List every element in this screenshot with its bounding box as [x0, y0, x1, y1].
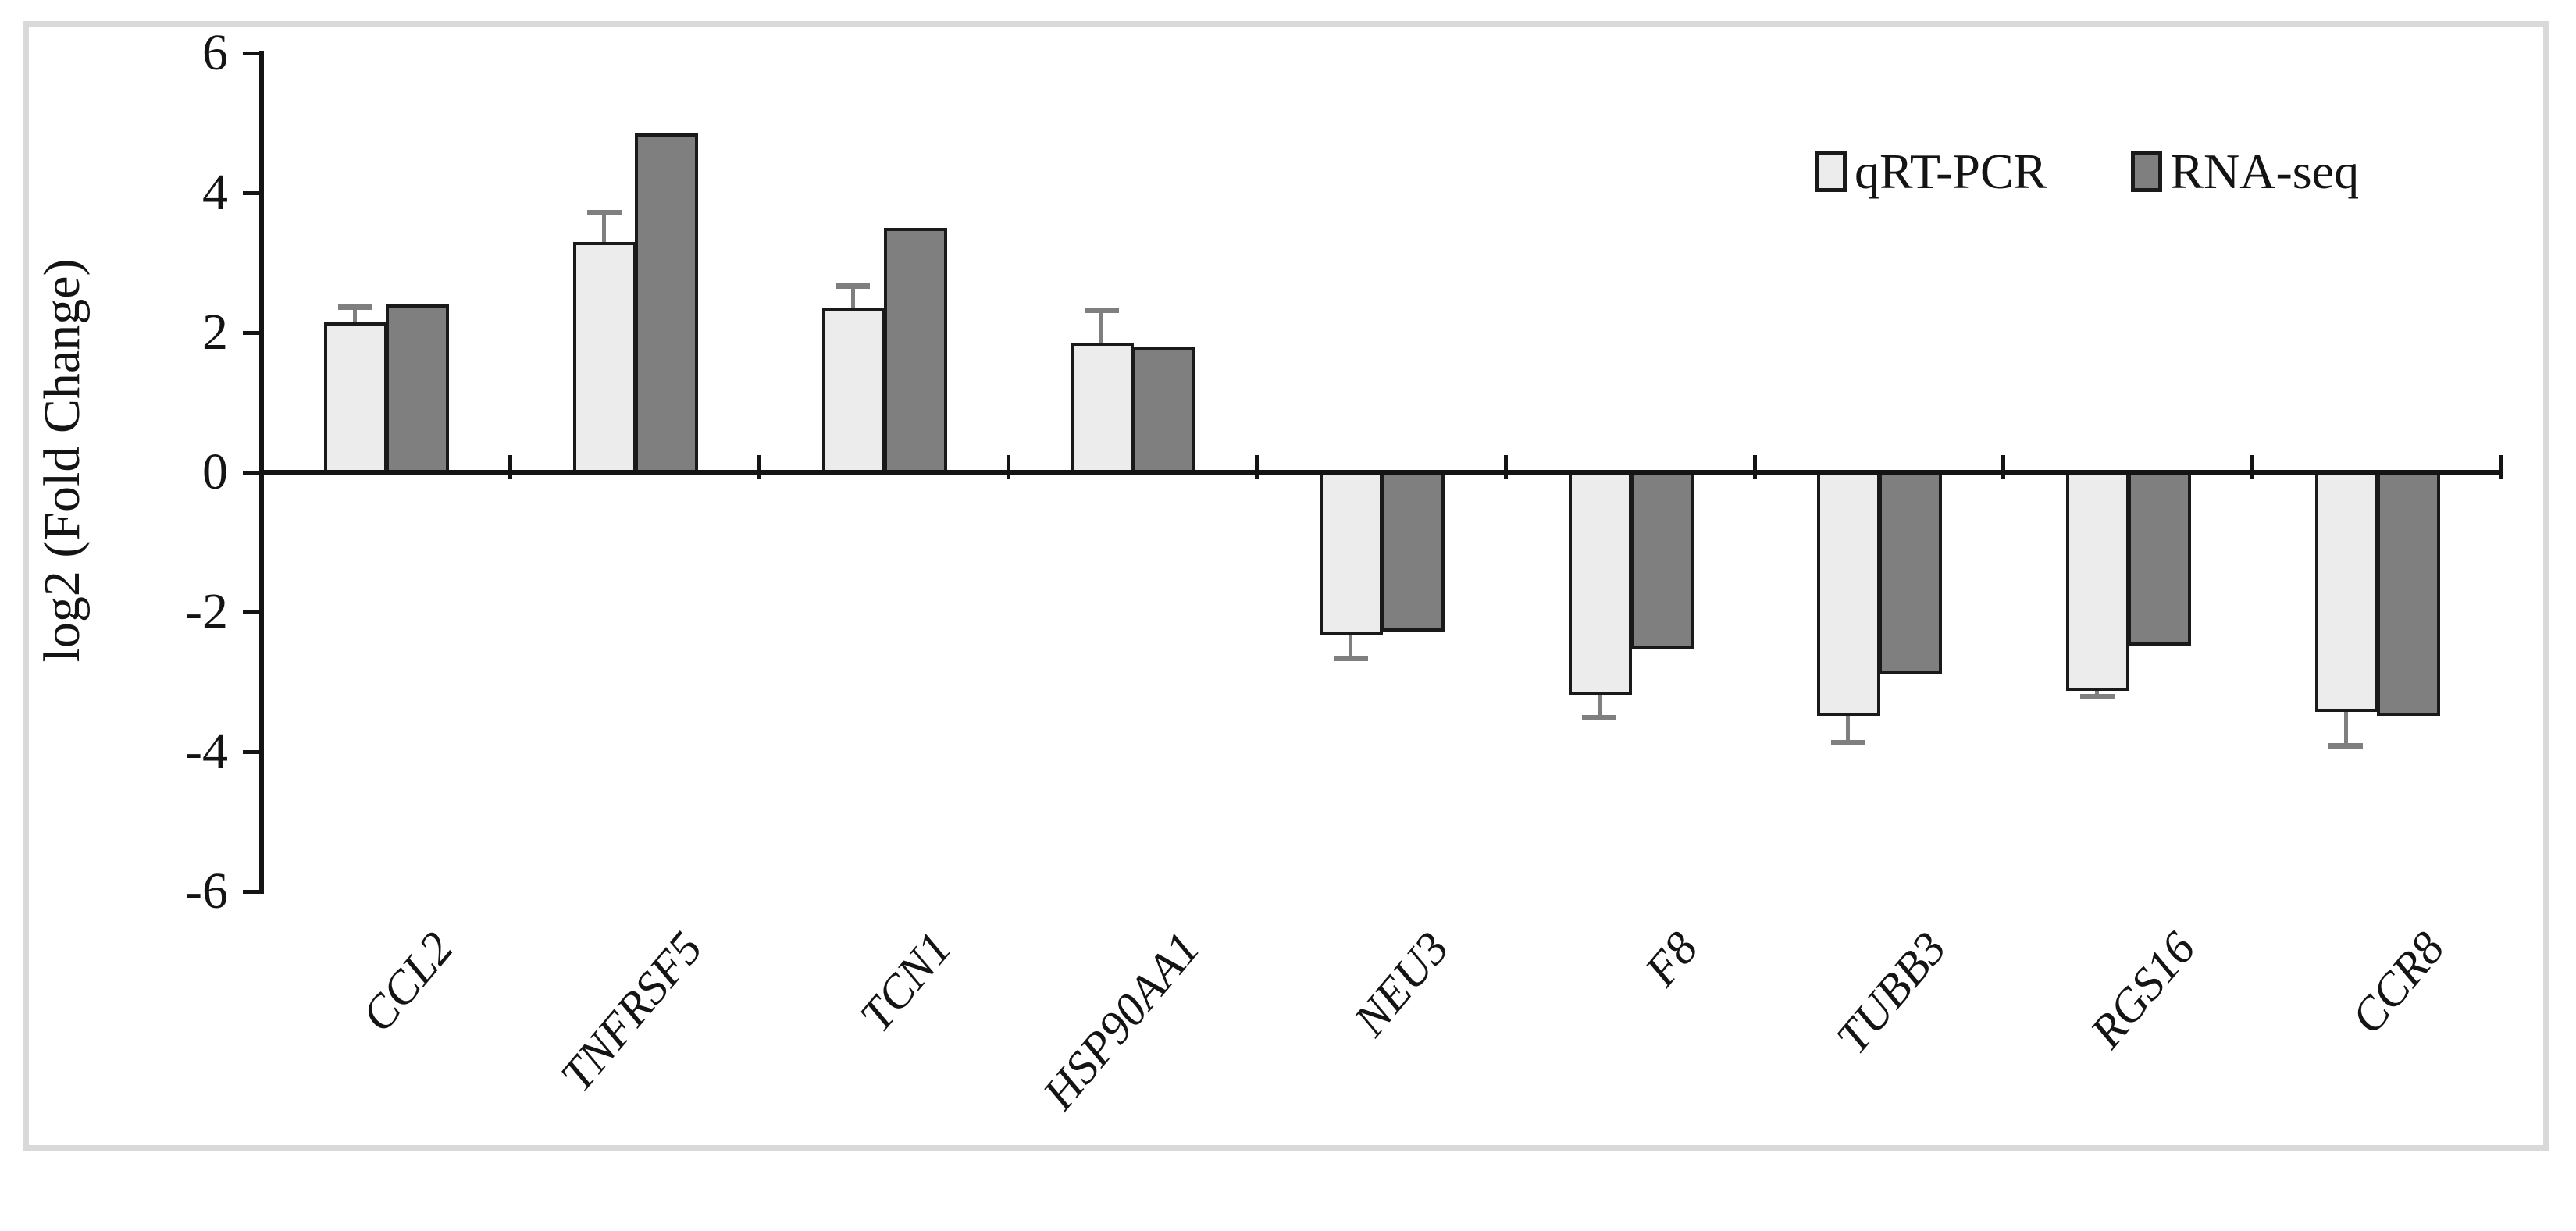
legend-label-qrt-pcr: qRT-PCR — [1855, 144, 2047, 199]
bar-rna-seq — [1630, 472, 1694, 649]
bar-rna-seq — [1132, 346, 1196, 475]
x-tick — [1752, 455, 1757, 479]
error-bar-cap — [586, 209, 622, 215]
category-label-tubb3: TUBB3 — [1826, 922, 1957, 1064]
error-bar-stem — [2095, 688, 2099, 699]
x-tick — [2499, 455, 2503, 479]
legend-item-rna-seq: RNA-seq — [2131, 147, 2359, 197]
bar-qrt-pcr — [821, 308, 885, 475]
legend-swatch-rna-seq — [2131, 151, 2163, 192]
y-tick — [243, 889, 262, 894]
legend-item-qrt-pcr: qRT-PCR — [1815, 147, 2047, 197]
x-tick — [1255, 455, 1259, 479]
category-label-ccr8: CCR8 — [2340, 922, 2454, 1044]
error-bar-cap — [1084, 308, 1119, 314]
legend: qRT-PCR RNA-seq — [1815, 147, 2359, 197]
bar-qrt-pcr — [2066, 472, 2129, 692]
error-bar-stem — [602, 213, 606, 245]
x-tick — [2250, 455, 2254, 479]
x-tick — [1006, 455, 1010, 479]
bar-qrt-pcr — [1817, 472, 1881, 716]
y-tick — [243, 330, 262, 335]
bar-qrt-pcr — [1568, 472, 1632, 695]
bar-rna-seq — [883, 227, 947, 475]
category-label-f8: F8 — [1634, 922, 1708, 996]
category-label-neu3: NEU3 — [1344, 922, 1459, 1046]
error-bar-stem — [2343, 710, 2348, 749]
error-bar-cap — [836, 283, 871, 289]
error-bar-stem — [1597, 692, 1602, 720]
error-bar-stem — [353, 308, 358, 326]
bar-qrt-pcr — [2314, 472, 2378, 713]
bar-qrt-pcr — [1071, 343, 1135, 475]
error-bar-cap — [337, 304, 372, 310]
error-bar-cap — [2328, 743, 2364, 749]
legend-swatch-qrt-pcr — [1815, 151, 1847, 192]
y-tick-label: -6 — [185, 863, 228, 920]
bar-rna-seq — [1879, 472, 1943, 674]
x-tick — [1503, 455, 1508, 479]
x-tick — [2001, 455, 2006, 479]
bar-rna-seq — [2376, 472, 2440, 716]
y-tick-label: -4 — [185, 723, 228, 780]
error-bar-stem — [1349, 632, 1352, 661]
y-axis-title: log2 (Fold Change) — [34, 258, 91, 663]
y-tick-label: 6 — [202, 24, 228, 81]
error-bar-stem — [1846, 713, 1851, 745]
bar-rna-seq — [2128, 472, 2191, 646]
error-bar-stem — [1099, 311, 1104, 347]
legend-label-rna-seq: RNA-seq — [2170, 144, 2360, 199]
bar-qrt-pcr — [324, 322, 388, 475]
y-tick — [243, 610, 262, 614]
y-tick — [243, 749, 262, 754]
category-label-hsp90aa1: HSP90AA1 — [1033, 922, 1210, 1119]
bar-rna-seq — [635, 133, 698, 475]
y-tick-label: -2 — [185, 583, 228, 640]
error-bar-cap — [2079, 694, 2115, 700]
y-tick-label: 4 — [202, 164, 228, 221]
category-label-tnfrsf5: TNFRSF5 — [550, 922, 713, 1101]
error-bar-cap — [1333, 656, 1368, 662]
error-bar-stem — [850, 286, 855, 311]
y-tick — [243, 190, 262, 195]
x-axis-line — [259, 470, 2503, 475]
y-tick — [243, 51, 262, 55]
category-label-rgs16: RGS16 — [2080, 922, 2206, 1058]
bar-qrt-pcr — [573, 241, 636, 475]
x-tick — [508, 455, 513, 479]
chart-area: 6 4 2 0 -2 -4 -6 CCL2 TNFRSF5 TCN1 HSP90AA1 NEU3 F8 T… — [185, 24, 2503, 1119]
category-label-tcn1: TCN1 — [849, 922, 961, 1042]
error-bar-cap — [1582, 715, 1617, 721]
x-tick — [757, 455, 761, 479]
y-tick-label: 2 — [202, 304, 228, 361]
y-tick — [243, 470, 262, 475]
category-label-ccl2: CCL2 — [351, 922, 464, 1042]
y-tick-label: 0 — [202, 443, 228, 500]
bar-rna-seq — [386, 304, 450, 475]
bar-qrt-pcr — [1320, 472, 1383, 635]
error-bar-cap — [1830, 739, 1865, 745]
bar-rna-seq — [1381, 472, 1445, 632]
